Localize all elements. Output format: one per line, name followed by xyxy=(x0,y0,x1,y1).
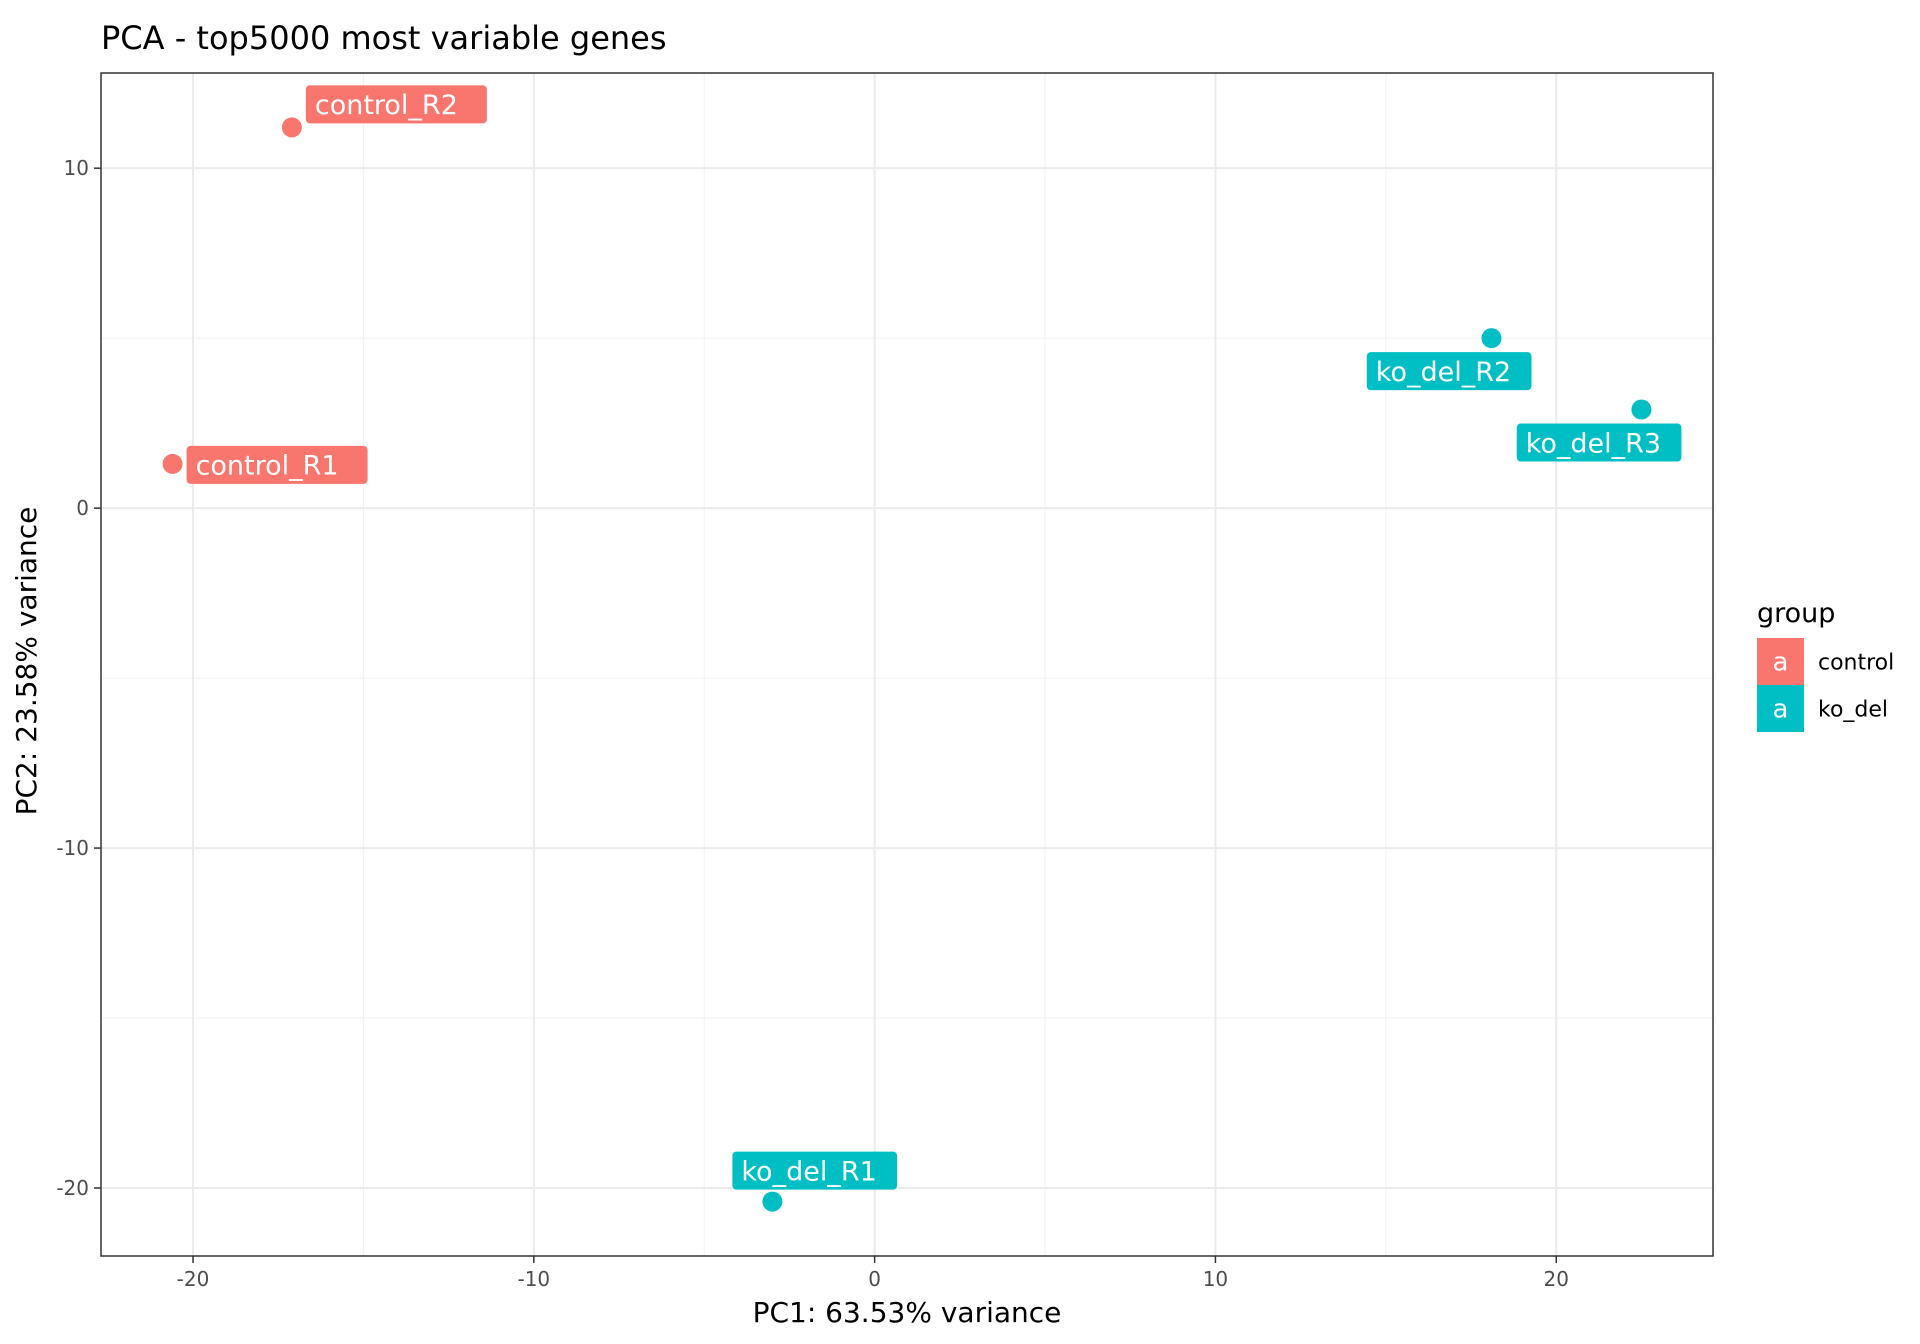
point-label-box-control_R2 xyxy=(305,85,487,124)
y-tick-label: -20 xyxy=(56,1176,89,1200)
y-axis-label: PC2: 23.58% variance xyxy=(10,507,43,816)
legend-key-ko_del xyxy=(1757,685,1804,732)
y-tick-label: 10 xyxy=(64,156,89,180)
data-point-ko_del_R1 xyxy=(762,1191,783,1212)
point-label-box-ko_del_R1 xyxy=(732,1151,898,1190)
legend-label-control: control xyxy=(1818,651,1894,676)
legend: group a control a ko_del xyxy=(1757,598,1894,732)
y-tick-label: 0 xyxy=(76,496,89,520)
point-label-box-ko_del_R3 xyxy=(1516,423,1682,462)
legend-key-control xyxy=(1757,638,1804,685)
point-label-ko_del_R1: ko_del_R1 xyxy=(741,1156,876,1187)
data-point-control_R2 xyxy=(281,117,302,138)
y-tick-label: -10 xyxy=(56,836,89,860)
legend-key-glyph: a xyxy=(1773,648,1789,678)
x-tick-label: 20 xyxy=(1544,1267,1569,1291)
point-label-ko_del_R3: ko_del_R3 xyxy=(1526,428,1661,459)
point-label-box-control_R1 xyxy=(186,445,368,484)
plot-panel: -20 -10 0 10 20 -20 -10 0 10 control_R1 control_R2… xyxy=(56,72,1714,1291)
data-point-control_R1 xyxy=(162,453,183,474)
x-tick-label: -20 xyxy=(177,1267,210,1291)
x-axis-label: PC1: 63.53% variance xyxy=(753,1296,1062,1329)
chart-title: PCA - top5000 most variable genes xyxy=(101,19,667,57)
data-point-ko_del_R3 xyxy=(1631,399,1652,420)
legend-key-glyph: a xyxy=(1773,695,1789,725)
legend-title: group xyxy=(1757,598,1835,629)
data-point-ko_del_R2 xyxy=(1481,328,1502,349)
point-label-ko_del_R2: ko_del_R2 xyxy=(1376,357,1511,388)
panel-border xyxy=(100,72,1714,1257)
panel-background xyxy=(101,73,1713,1256)
x-tick-label: 10 xyxy=(1203,1267,1228,1291)
point-label-control_R2: control_R2 xyxy=(315,90,458,121)
x-tick-label: -10 xyxy=(517,1267,550,1291)
legend-label-ko_del: ko_del xyxy=(1818,698,1888,723)
x-tick-label: 0 xyxy=(868,1267,881,1291)
point-label-control_R1: control_R1 xyxy=(196,451,339,482)
point-label-box-ko_del_R2 xyxy=(1366,352,1532,391)
